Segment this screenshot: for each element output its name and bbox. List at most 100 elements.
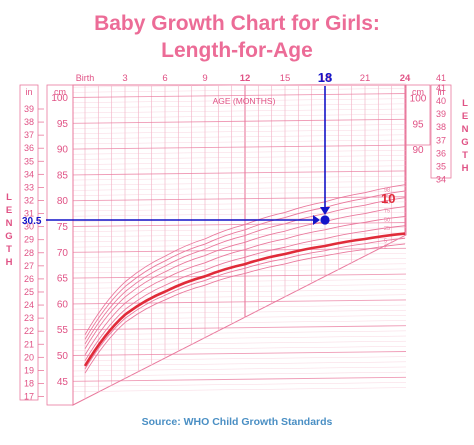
grid-line-length xyxy=(72,330,407,336)
grid-line-length xyxy=(72,376,407,382)
grid-line-length xyxy=(72,134,407,140)
percentile-curve-75 xyxy=(84,206,406,349)
percentile-label-50: 50 xyxy=(384,217,390,223)
percentile-curve-10-highlighted xyxy=(83,232,406,367)
chart-source: Source: WHO Child Growth Standards xyxy=(141,416,333,428)
left-cm-tick-label: 75 xyxy=(57,222,69,233)
right-y-axis-title-letter: H xyxy=(462,163,469,174)
grid-line-length xyxy=(72,93,407,98)
grid-line-length xyxy=(72,284,407,289)
left-inch-tick-label: 24 xyxy=(24,300,34,310)
grid-line-length xyxy=(72,258,407,263)
grid-line-length xyxy=(72,206,407,212)
left-inch-tick-label: 28 xyxy=(24,248,34,258)
right-inch-tick-label: 34 xyxy=(436,174,446,184)
left-y-axis-title-letter: N xyxy=(6,218,13,229)
right-cm-scale-box xyxy=(405,84,431,146)
right-inch-tick-label: 35 xyxy=(436,161,446,171)
right-cm-unit-label: cm xyxy=(412,87,424,97)
percentile-label-10-highlighted: 10 xyxy=(381,191,395,206)
x-tick-label: 12 xyxy=(240,73,251,84)
grid-line-length xyxy=(72,82,407,88)
grid-line-length xyxy=(72,201,407,207)
percentile-curve-25 xyxy=(84,225,406,361)
grid-line-length xyxy=(72,211,407,217)
left-cm-tick-label: 55 xyxy=(57,325,69,336)
grid-line-length xyxy=(72,268,407,274)
percentile-curve-98 xyxy=(84,184,406,335)
grid-line-length xyxy=(72,253,407,258)
grid-line-length xyxy=(72,304,407,310)
right-cm-tick-label: 100 xyxy=(410,94,427,105)
grid-line-length xyxy=(72,351,407,356)
grid-line-length xyxy=(72,279,407,284)
grid-line-length xyxy=(72,170,407,176)
x-tick-label: 3 xyxy=(122,73,127,84)
x-tick-label: 6 xyxy=(162,73,167,84)
left-inch-tick-label: 36 xyxy=(24,143,34,153)
length-marker-arrowhead xyxy=(313,215,320,225)
grid-line-length xyxy=(72,361,407,367)
grid-line-length xyxy=(72,294,407,299)
grid-line-length xyxy=(72,242,407,248)
left-cm-tick-label: 65 xyxy=(57,274,69,285)
left-inch-tick-label: 18 xyxy=(24,378,34,388)
grid-line-length xyxy=(72,124,407,129)
left-inch-tick-label: 29 xyxy=(24,235,34,245)
grid-line-length xyxy=(72,113,407,119)
grid-line-length xyxy=(72,382,407,387)
grid-line-length xyxy=(72,103,407,109)
left-cm-tick-label: 90 xyxy=(57,145,69,156)
left-inch-tick-label: 25 xyxy=(24,287,34,297)
left-inch-tick-label: 32 xyxy=(24,195,34,205)
left-inch-tick-label: 33 xyxy=(24,182,34,192)
length-marker-label: 30.5 xyxy=(22,216,42,227)
x-tick-label: 21 xyxy=(360,73,371,84)
left-cm-tick-label: 70 xyxy=(57,248,69,259)
right-cm-tick-label: 90 xyxy=(412,145,424,156)
grid-line-length xyxy=(72,232,407,238)
grid-line-length xyxy=(72,139,407,145)
chart-title-line-1: Baby Growth Chart for Girls: xyxy=(94,12,380,35)
percentile-label-2: 2 xyxy=(384,244,387,250)
grid-line-length xyxy=(72,186,407,191)
grid-line-length xyxy=(72,371,407,377)
right-top-inch-label: 41 xyxy=(436,73,446,83)
left-cm-tick-label: 95 xyxy=(57,119,69,130)
grid-line-length xyxy=(72,315,407,320)
percentile-curve-2 xyxy=(84,243,406,374)
grid-line-length xyxy=(72,227,407,232)
grid-line-length xyxy=(72,88,407,93)
left-cm-tick-label: 80 xyxy=(57,196,69,207)
percentile-curve-95 xyxy=(84,190,406,340)
left-inch-tick-label: 17 xyxy=(24,392,34,402)
right-y-axis-title-letter: E xyxy=(462,111,468,122)
grid-line-length xyxy=(72,273,407,279)
x-axis-title: AGE (MONTHS) xyxy=(213,96,276,106)
grid-line-length xyxy=(72,335,407,341)
right-inch-tick-label: 40 xyxy=(436,96,446,106)
left-y-axis-title-letter: G xyxy=(5,231,12,242)
grid-line-length xyxy=(72,144,407,150)
grid-line-length xyxy=(72,237,407,243)
grid-line-length xyxy=(72,299,407,305)
right-y-axis-title-letter: T xyxy=(462,150,468,161)
grid-line-length xyxy=(72,289,407,294)
percentile-label-95: 95 xyxy=(384,193,390,199)
grid-line-length xyxy=(72,180,407,186)
x-tick-label: Birth xyxy=(76,73,95,83)
left-inch-tick-label: 35 xyxy=(24,156,34,166)
percentile-label-5: 5 xyxy=(384,239,387,245)
right-inch-unit-label: in xyxy=(437,87,444,97)
left-y-axis-title-letter: H xyxy=(6,257,13,268)
age-marker-label: 18 xyxy=(318,70,332,85)
left-inch-tick-label: 30 xyxy=(24,222,34,232)
right-inch-scale-box xyxy=(430,84,452,179)
left-inch-tick-label: 19 xyxy=(24,365,34,375)
percentile-label-25: 25 xyxy=(384,226,390,232)
right-inch-tick-label: 39 xyxy=(436,109,446,119)
x-tick-label: 9 xyxy=(202,73,207,84)
grid-line-length xyxy=(72,191,407,196)
grid-line-length xyxy=(72,118,407,124)
